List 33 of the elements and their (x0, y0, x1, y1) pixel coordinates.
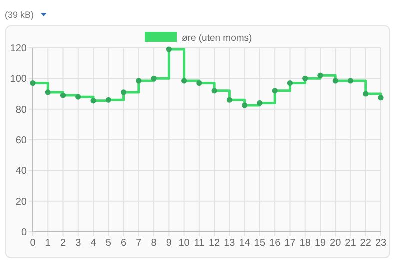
x-tick-label: 17 (284, 238, 296, 249)
x-tick-label: 19 (314, 238, 326, 249)
x-tick-label: 21 (345, 238, 357, 249)
x-tick-label: 4 (90, 238, 97, 249)
x-tick-label: 0 (30, 238, 36, 249)
x-tick-label: 20 (330, 238, 342, 249)
x-tick-label: 23 (375, 238, 387, 249)
legend-label: øre (uten moms) (182, 33, 252, 44)
x-tick-label: 14 (239, 238, 251, 249)
x-tick-label: 12 (209, 238, 221, 249)
x-tick-label: 22 (360, 238, 372, 249)
x-tick-label: 16 (270, 238, 282, 249)
x-tick-label: 18 (300, 238, 312, 249)
x-tick-label: 1 (45, 238, 52, 249)
x-tick-label: 8 (151, 238, 158, 249)
x-tick-label: 7 (136, 238, 142, 249)
y-tick-label: 100 (10, 74, 28, 86)
y-tick-label: 0 (21, 228, 28, 238)
x-tick-label: 13 (224, 238, 236, 249)
x-tick-label: 5 (106, 238, 112, 249)
y-tick-label: 20 (16, 196, 28, 208)
x-tick-label: 15 (254, 238, 266, 249)
y-tick-label: 120 (10, 44, 28, 54)
x-tick-label: 10 (178, 238, 190, 249)
x-tick-label: 2 (60, 238, 66, 249)
y-tick-label: 80 (16, 104, 28, 116)
text: (39 kB) (5, 10, 34, 20)
x-tick-label: 9 (166, 238, 172, 249)
x-tick-label: 11 (194, 238, 206, 249)
x-tick-label: 3 (76, 238, 82, 249)
y-tick-label: 40 (16, 166, 28, 178)
x-tick-label: 6 (121, 238, 127, 249)
y-tick-label: 60 (16, 136, 28, 146)
